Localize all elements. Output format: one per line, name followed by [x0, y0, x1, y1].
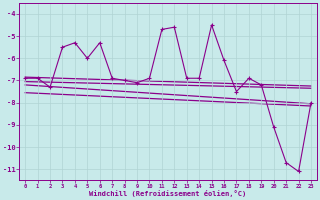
X-axis label: Windchill (Refroidissement éolien,°C): Windchill (Refroidissement éolien,°C)	[90, 190, 247, 197]
